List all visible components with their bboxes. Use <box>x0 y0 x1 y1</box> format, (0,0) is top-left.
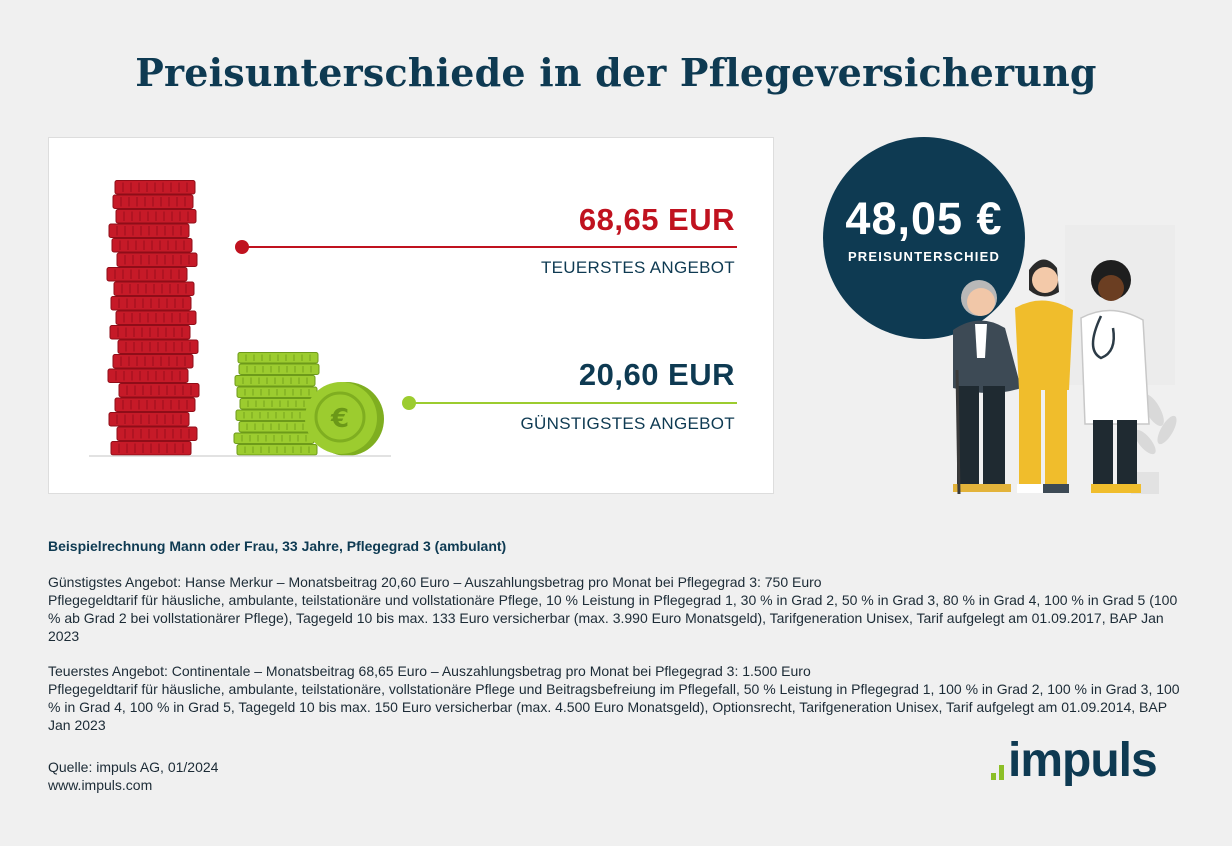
svg-text:€: € <box>330 404 349 434</box>
lowest-price-label: GÜNSTIGSTES ANGEBOT <box>520 414 735 433</box>
logo-bars-icon <box>991 765 1004 780</box>
high-price-connector <box>235 240 737 254</box>
cheapest-offer-details: Günstigstes Angebot: Hanse Merkur – Mona… <box>48 573 1188 645</box>
website-link[interactable]: www.impuls.com <box>48 777 153 793</box>
price-difference-label: PREISUNTERSCHIED <box>847 249 1001 264</box>
logo-wordmark: impuls <box>1008 734 1158 787</box>
page-title: Preisunterschiede in der Pflegeversicher… <box>135 50 1097 95</box>
green-coin-stack-icon <box>233 352 321 456</box>
source-info: Quelle: impuls AG, 01/2024 www.impuls.co… <box>48 758 218 794</box>
example-heading: Beispielrechnung Mann oder Frau, 33 Jahr… <box>48 538 507 554</box>
price-difference-amount: 48,05 € <box>845 193 1003 244</box>
red-coin-stack-icon <box>106 180 200 456</box>
highest-price-value: 68,65 EUR <box>578 202 735 237</box>
source-line: Quelle: impuls AG, 01/2024 <box>48 759 219 775</box>
cheapest-offer-summary: Günstigstes Angebot: Hanse Merkur – Mona… <box>48 574 822 590</box>
cheapest-offer-description: Pflegegeldtarif für häusliche, ambulante… <box>48 592 1178 644</box>
coin-stacks-illustration: € <box>89 180 737 457</box>
price-difference-badge: 48,05 € PREISUNTERSCHIED <box>823 137 1025 339</box>
expensive-offer-summary: Teuerstes Angebot: Continentale – Monats… <box>48 663 811 679</box>
low-price-connector <box>402 396 737 410</box>
highest-price-label: TEUERSTES ANGEBOT <box>540 258 735 277</box>
expensive-offer-details: Teuerstes Angebot: Continentale – Monats… <box>48 662 1188 734</box>
lowest-price-value: 20,60 EUR <box>578 357 735 392</box>
price-comparison-card: € 68,65 EUR TEUERSTES ANGEBOT 20,60 EUR … <box>48 137 774 494</box>
euro-coin-icon: € <box>305 382 384 456</box>
expensive-offer-description: Pflegegeldtarif für häusliche, ambulante… <box>48 681 1180 733</box>
caregivers-illustration-icon <box>953 225 1177 495</box>
